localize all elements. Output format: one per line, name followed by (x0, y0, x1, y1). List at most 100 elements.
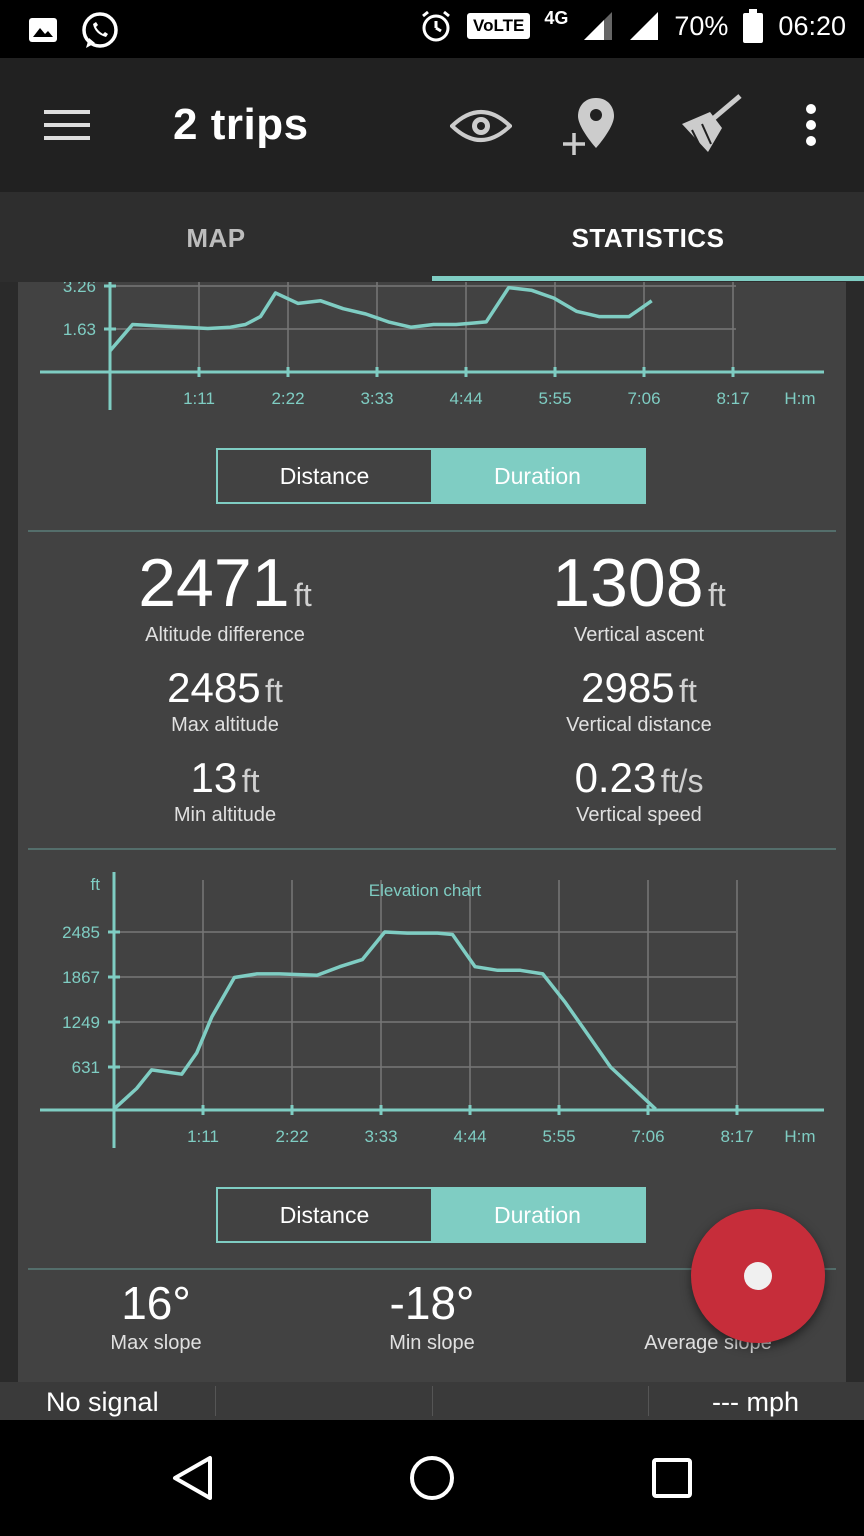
current-speed: --- mph (712, 1387, 799, 1417)
stat-label: Min altitude (173, 804, 277, 826)
y-tick-label: 631 (72, 1058, 100, 1077)
recents-icon[interactable] (650, 1456, 694, 1500)
record-button[interactable] (691, 1209, 825, 1343)
y-axis-label: ft (91, 875, 101, 894)
stat-label: Min slope (389, 1332, 475, 1354)
x-tick-label: 7:06 (631, 1127, 664, 1146)
stat-max-altitude: 2485 ft Max altitude (18, 664, 432, 737)
stat-altitude-difference: 2471 ft Altitude difference (18, 544, 432, 647)
x-axis-toggle-1: Distance Duration (216, 448, 646, 504)
x-axis-label: H:m (784, 389, 815, 408)
tab-statistics[interactable]: STATISTICS (571, 223, 725, 253)
stat-vertical-distance: 2985 ft Vertical distance (432, 664, 846, 737)
stat-unit: ft (293, 577, 312, 613)
status-bar: VoLTE 4G 70% 06:20 (0, 0, 864, 58)
eye-icon[interactable] (450, 106, 512, 146)
series-line (108, 285, 653, 353)
divider (28, 848, 836, 850)
divider (28, 530, 836, 532)
whatsapp-icon (82, 12, 118, 48)
page-title: 2 trips (173, 100, 309, 149)
separator (215, 1386, 216, 1416)
record-dot-icon (744, 1262, 772, 1290)
x-tick-label: 1:11 (183, 389, 215, 408)
stat-unit: ft/s (660, 763, 704, 799)
distance-toggle-button[interactable]: Distance (279, 1202, 370, 1228)
distance-toggle-button[interactable]: Distance (279, 463, 370, 489)
stat-unit: ft (241, 763, 260, 799)
x-tick-label: 8:17 (720, 1127, 753, 1146)
stat-unit: ft (707, 577, 726, 613)
stat-value: 1308 (552, 545, 704, 621)
stat-label: Vertical ascent (573, 624, 705, 646)
stat-value: 13 (190, 754, 238, 801)
x-tick-label: 5:55 (542, 1127, 575, 1146)
x-tick-label: 2:22 (271, 389, 304, 408)
x-axis-toggle-2: Distance Duration (216, 1187, 646, 1243)
x-tick-label: 2:22 (275, 1127, 308, 1146)
duration-toggle-button[interactable]: Duration (431, 1189, 644, 1241)
duration-toggle-button[interactable]: Duration (431, 450, 644, 502)
tracking-status-bar: No signal --- mph (0, 1382, 864, 1420)
y-tick-label: 3.26 (63, 282, 96, 296)
statistics-scroll-area[interactable]: 1:11 2:22 3:33 4:44 5:55 7:06 8:17 H:m 1.63 3.26 … (0, 282, 864, 1382)
stat-label: Max altitude (171, 714, 279, 736)
battery-icon (743, 9, 764, 43)
alarm-icon (422, 10, 450, 42)
y-tick-label: 2485 (62, 923, 100, 942)
stat-unit: ft (679, 673, 697, 709)
more-vert-icon[interactable] (800, 104, 822, 146)
separator (432, 1386, 433, 1416)
separator (648, 1386, 649, 1416)
elevation-chart: 1:11 2:22 3:33 4:44 5:55 7:06 8:17 H:m 631 1249 18… (40, 872, 824, 1148)
series-line (112, 930, 657, 1111)
stat-label: Vertical distance (566, 714, 712, 736)
stat-vertical-speed: 0.23 ft/s Vertical speed (432, 754, 846, 827)
toolbar (0, 58, 864, 192)
gps-signal-status: No signal (46, 1387, 159, 1417)
x-tick-label: 4:44 (449, 389, 482, 408)
battery-percent: 70% (674, 10, 729, 41)
add-location-icon[interactable] (560, 96, 620, 158)
tab-bar: MAP STATISTICS (0, 192, 864, 282)
stat-min-slope: -18° Min slope (294, 1276, 570, 1355)
stat-value: 16° (121, 1277, 191, 1329)
tab-indicator (432, 276, 864, 281)
divider (28, 1268, 836, 1270)
volte-badge: VoLTE (467, 13, 531, 39)
x-tick-label: 4:44 (453, 1127, 486, 1146)
signal-icon-2 (630, 12, 659, 40)
x-tick-label: 1:11 (187, 1127, 219, 1146)
y-tick-label: 1249 (62, 1013, 100, 1032)
network-type: 4G (544, 7, 569, 28)
broom-icon[interactable] (678, 94, 744, 156)
navigation-bar (0, 1420, 864, 1536)
tab-map[interactable]: MAP (186, 223, 246, 253)
stat-unit: ft (265, 673, 283, 709)
stat-value: 2985 (581, 664, 675, 711)
gallery-icon (29, 18, 57, 42)
stat-value: 2471 (138, 545, 290, 621)
stat-value: 0.23 (574, 754, 657, 801)
stat-label: Average slope (644, 1332, 772, 1354)
x-axis-label: H:m (784, 1127, 815, 1146)
stat-label: Vertical speed (576, 804, 702, 826)
menu-icon[interactable] (44, 108, 92, 142)
stat-value: 2485 (167, 664, 261, 711)
y-tick-label: 1.63 (63, 320, 96, 339)
x-tick-label: 3:33 (360, 389, 393, 408)
signal-icon (584, 12, 613, 40)
speed-chart: 1:11 2:22 3:33 4:44 5:55 7:06 8:17 H:m 1.63 3.26 (40, 282, 824, 410)
x-tick-label: 5:55 (538, 389, 571, 408)
stat-min-altitude: 13 ft Min altitude (18, 754, 432, 827)
home-icon[interactable] (408, 1454, 456, 1502)
chart-title: Elevation chart (369, 881, 482, 900)
stat-label: Altitude difference (145, 624, 305, 646)
back-icon[interactable] (170, 1454, 216, 1502)
stat-value: -18° (389, 1277, 475, 1329)
stat-vertical-ascent: 1308 ft Vertical ascent (432, 544, 846, 647)
clock: 06:20 (778, 10, 846, 41)
stat-label: Max slope (110, 1332, 202, 1354)
x-tick-label: 3:33 (364, 1127, 397, 1146)
stat-max-slope: 16° Max slope (18, 1276, 294, 1355)
